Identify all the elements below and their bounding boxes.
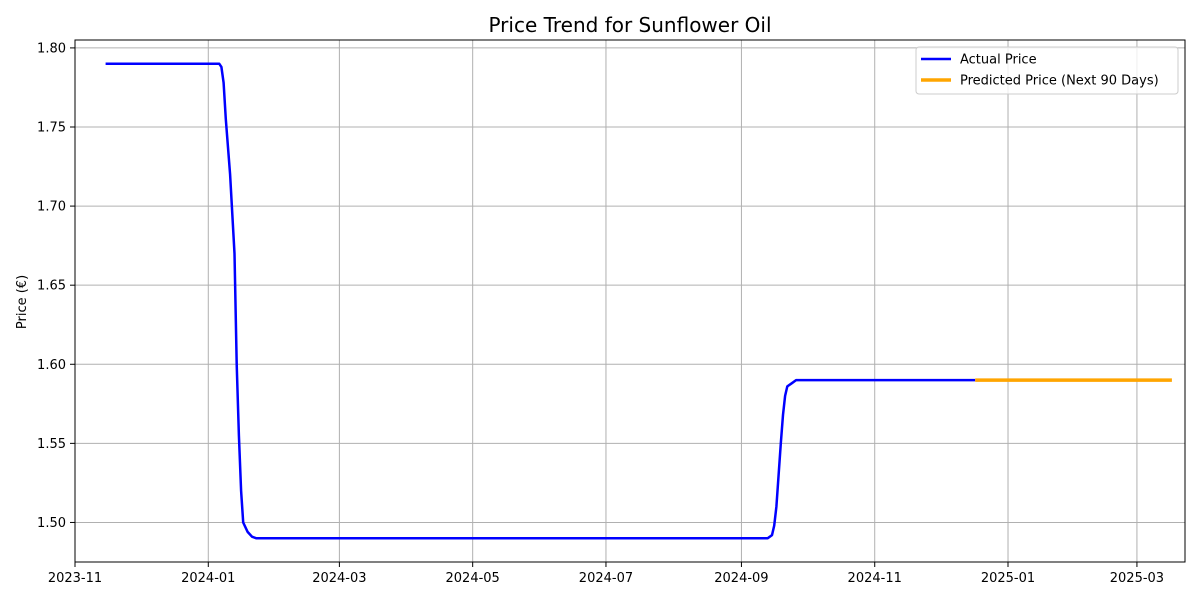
x-tick-label: 2025-01 xyxy=(981,571,1035,586)
y-tick-label: 1.50 xyxy=(37,516,66,531)
x-tick-label: 2025-03 xyxy=(1110,571,1164,586)
x-tick-label: 2024-09 xyxy=(714,571,768,586)
y-tick-label: 1.65 xyxy=(37,279,66,294)
plot-lines xyxy=(105,62,1172,540)
legend-box xyxy=(915,46,1179,95)
x-tick-label: 2023-11 xyxy=(48,571,102,586)
x-tick-label: 2024-11 xyxy=(848,571,902,586)
y-axis-title: Price (€) xyxy=(15,275,30,329)
y-tick-label: 1.80 xyxy=(37,41,66,56)
legend-label-1: Actual Price xyxy=(960,53,1037,68)
plot-frame xyxy=(74,39,1186,563)
x-tick-label: 2024-03 xyxy=(312,571,366,586)
chart-title: Price Trend for Sunflower Oil xyxy=(488,13,771,37)
y-tick-label: 1.60 xyxy=(37,358,66,373)
series-line-1 xyxy=(105,62,976,540)
y-axis: 1.50 1.55 1.60 1.65 1.70 1.75 1.80 xyxy=(37,41,75,531)
x-tick-label: 2024-01 xyxy=(181,571,235,586)
grid xyxy=(74,40,1185,562)
y-tick-label: 1.55 xyxy=(37,437,66,452)
x-axis: 2023-11 2024-01 2024-03 2024-05 2024-07 2024-… xyxy=(48,562,1164,586)
y-tick-label: 1.70 xyxy=(37,200,66,215)
legend: Actual Price Predicted Price (Next 90 Day… xyxy=(915,46,1179,95)
y-tick-label: 1.75 xyxy=(37,121,66,136)
legend-label-2: Predicted Price (Next 90 Days) xyxy=(960,74,1159,89)
x-tick-label: 2024-05 xyxy=(446,571,500,586)
x-tick-label: 2024-07 xyxy=(579,571,633,586)
